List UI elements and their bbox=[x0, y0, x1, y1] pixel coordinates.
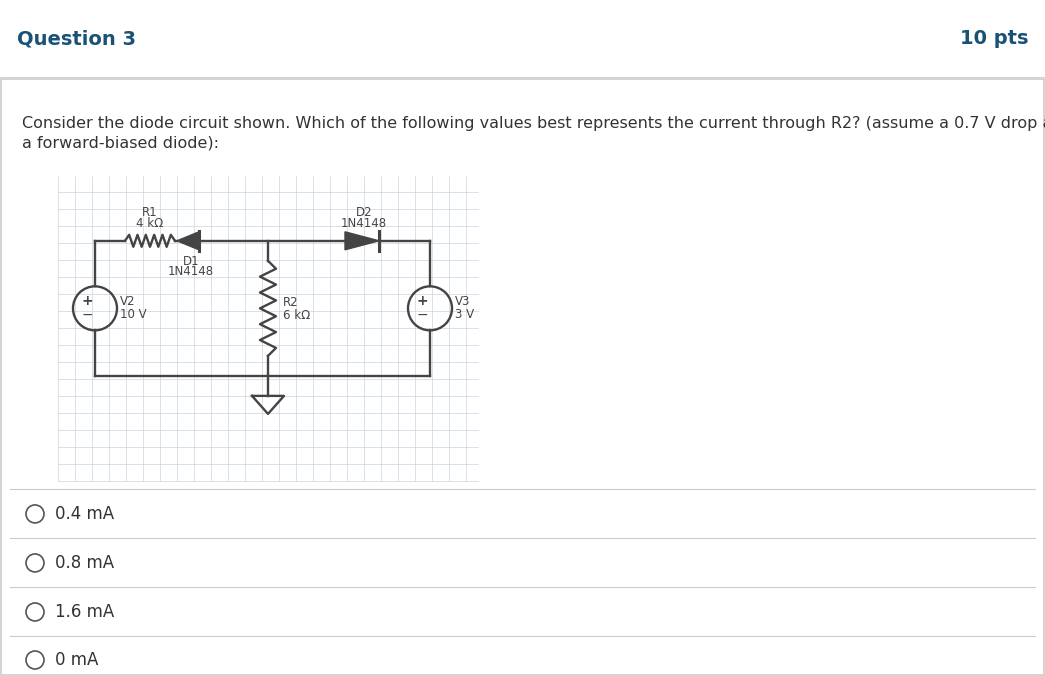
Text: 1.6 mA: 1.6 mA bbox=[55, 603, 114, 621]
Text: 10 V: 10 V bbox=[120, 308, 146, 321]
Text: 4 kΩ: 4 kΩ bbox=[137, 217, 164, 230]
Text: V2: V2 bbox=[120, 295, 136, 308]
Polygon shape bbox=[345, 232, 379, 250]
Text: 6 kΩ: 6 kΩ bbox=[283, 309, 310, 322]
Text: +: + bbox=[82, 294, 93, 308]
Text: D1: D1 bbox=[183, 255, 200, 268]
Text: 3 V: 3 V bbox=[455, 308, 474, 321]
Polygon shape bbox=[177, 232, 199, 250]
Text: R1: R1 bbox=[142, 206, 158, 219]
Text: −: − bbox=[82, 308, 93, 322]
Text: Consider the diode circuit shown. Which of the following values best represents : Consider the diode circuit shown. Which … bbox=[22, 116, 1045, 130]
Text: 1N4148: 1N4148 bbox=[341, 217, 387, 230]
Text: a forward-biased diode):: a forward-biased diode): bbox=[22, 136, 219, 151]
Text: +: + bbox=[416, 294, 427, 308]
Text: 1N4148: 1N4148 bbox=[168, 265, 214, 278]
Text: 0.8 mA: 0.8 mA bbox=[55, 554, 114, 572]
Text: 10 pts: 10 pts bbox=[959, 29, 1028, 49]
Text: −: − bbox=[416, 308, 427, 322]
Text: Question 3: Question 3 bbox=[17, 29, 136, 49]
Text: R2: R2 bbox=[283, 296, 299, 309]
Text: V3: V3 bbox=[455, 295, 470, 308]
Text: D2: D2 bbox=[355, 206, 372, 219]
Text: 0.4 mA: 0.4 mA bbox=[55, 505, 114, 523]
Text: 0 mA: 0 mA bbox=[55, 651, 98, 669]
